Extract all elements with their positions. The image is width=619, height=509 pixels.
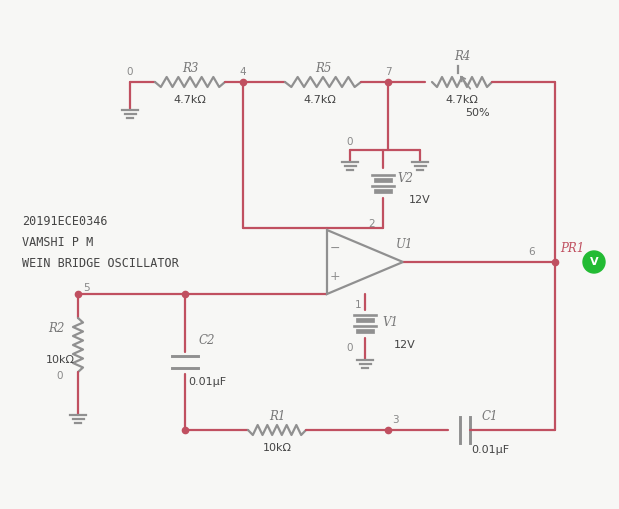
Text: 12V: 12V (409, 195, 431, 205)
Text: 7: 7 (384, 67, 391, 77)
Text: 5: 5 (84, 283, 90, 293)
Text: 4.7kΩ: 4.7kΩ (446, 95, 478, 105)
Text: 4: 4 (240, 67, 246, 77)
Text: R1: R1 (269, 410, 285, 422)
Text: 0: 0 (57, 371, 63, 381)
Text: 2: 2 (369, 219, 375, 229)
Text: V2: V2 (397, 172, 413, 184)
Text: 4.7kΩ: 4.7kΩ (303, 95, 337, 105)
Text: U1: U1 (396, 239, 413, 251)
Text: 0: 0 (127, 67, 133, 77)
Text: 0.01μF: 0.01μF (471, 445, 509, 455)
Text: 0: 0 (347, 343, 353, 353)
Text: 0: 0 (347, 137, 353, 147)
Text: V1: V1 (382, 316, 398, 328)
Text: 3: 3 (392, 415, 398, 425)
Circle shape (583, 251, 605, 273)
Text: C1: C1 (482, 410, 498, 422)
Text: 10kΩ: 10kΩ (46, 355, 74, 365)
Text: C2: C2 (199, 333, 215, 347)
Text: 0.01μF: 0.01μF (188, 377, 226, 387)
Text: R5: R5 (315, 62, 331, 74)
Text: 12V: 12V (394, 340, 416, 350)
Text: −: − (330, 241, 340, 254)
Text: 6: 6 (529, 247, 535, 257)
Text: 4.7kΩ: 4.7kΩ (173, 95, 207, 105)
Text: 50%: 50% (465, 108, 490, 118)
Text: R4: R4 (454, 49, 470, 63)
Text: PR1: PR1 (560, 241, 584, 254)
Text: 20191ECE0346
VAMSHI P M
WEIN BRIDGE OSCILLATOR: 20191ECE0346 VAMSHI P M WEIN BRIDGE OSCI… (22, 215, 179, 270)
Text: R2: R2 (48, 322, 64, 334)
Text: +: + (330, 269, 340, 282)
Text: 10kΩ: 10kΩ (262, 443, 292, 453)
Text: R3: R3 (182, 62, 198, 74)
Text: 1: 1 (355, 300, 361, 310)
Text: V: V (590, 257, 599, 267)
